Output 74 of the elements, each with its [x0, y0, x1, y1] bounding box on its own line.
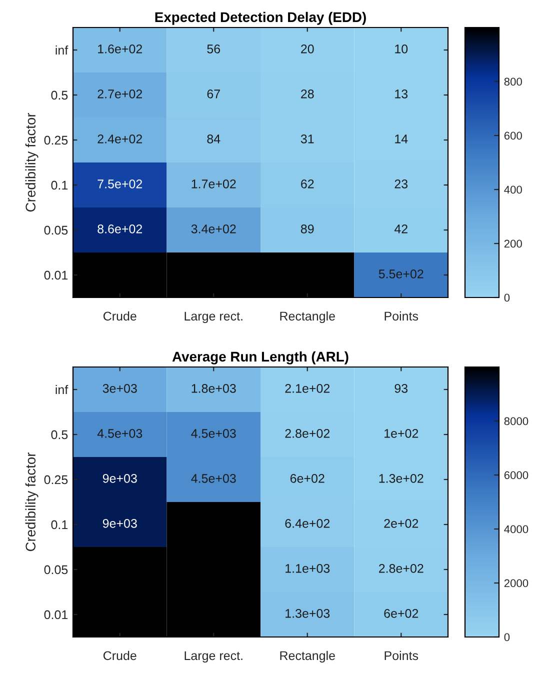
- data-label: 2.8e+02: [378, 564, 424, 573]
- color-bar-label: 2000: [504, 579, 528, 588]
- data-label: 7.5e+02: [98, 180, 142, 188]
- x-tick-label: Rectangle: [280, 650, 335, 663]
- y-tick-label: 0.25: [44, 475, 68, 484]
- data-label: 9e+03: [102, 474, 137, 483]
- data-label: 1.6e+02: [98, 44, 142, 54]
- y-tick-label: inf: [56, 45, 68, 55]
- x-tick-label: Points: [384, 650, 418, 660]
- y-tick-label: 0.01: [44, 270, 68, 280]
- color-bar-label: 600: [504, 132, 522, 140]
- data-label: 6.4e+02: [285, 519, 330, 528]
- y-tick-label: 0.01: [44, 610, 68, 620]
- x-tick-label: Large rect.: [184, 312, 242, 324]
- data-label: 20: [301, 44, 314, 54]
- x-tick-label: Crude: [103, 650, 136, 660]
- y-tick-label: inf: [56, 384, 68, 394]
- y-tick-label: 0.1: [51, 180, 68, 190]
- data-label: 13: [395, 90, 408, 98]
- data-label: 89: [300, 224, 314, 234]
- data-label: 6e+02: [290, 474, 324, 483]
- y-tick-label: 0.25: [44, 136, 68, 145]
- data-label: 1.3e+03: [286, 609, 330, 618]
- data-label: 6e+02: [384, 609, 418, 618]
- color-bar-label: 0: [504, 633, 510, 642]
- y-tick-label: 0.05: [44, 226, 68, 235]
- x-tick-label: Rectangle: [280, 311, 335, 324]
- data-label: 28: [301, 90, 314, 98]
- x-tick-label: Crude: [103, 311, 136, 321]
- data-label: 1.7e+02: [192, 180, 236, 188]
- data-label: 84: [207, 134, 220, 144]
- data-label: 1.1e+03: [286, 564, 330, 573]
- data-label: 67: [207, 90, 220, 98]
- y-tick-label: 0.5: [51, 90, 68, 100]
- data-label: 5.5e+02: [378, 270, 424, 278]
- y-tick-label: 0.05: [44, 565, 68, 574]
- data-label: 4.5e+03: [97, 429, 142, 438]
- data-label: 14: [395, 134, 408, 144]
- data-label: 3.4e+02: [191, 224, 236, 234]
- data-label: 8.6e+02: [98, 224, 142, 234]
- data-label: 9e+03: [102, 519, 137, 528]
- data-label: 1e+02: [384, 429, 418, 438]
- data-label: 4.5e+03: [191, 474, 236, 483]
- y-axis-title: Credibility factor: [25, 112, 38, 212]
- color-bar-label: 4000: [504, 525, 528, 534]
- data-label: 42: [394, 224, 408, 234]
- data-label: 23: [394, 180, 408, 188]
- color-bar-label: 6000: [504, 471, 528, 480]
- data-label: 1.3e+02: [379, 474, 424, 483]
- chart-title: Expected Detection Delay (EDD): [155, 12, 366, 25]
- y-tick-label: 0.1: [51, 520, 68, 530]
- data-label: 93: [394, 384, 408, 393]
- data-label: 2.1e+02: [285, 384, 330, 393]
- data-label: 56: [207, 44, 220, 54]
- data-label: 62: [301, 180, 314, 188]
- color-bar-label: 400: [504, 186, 522, 194]
- color-bar-label: 800: [504, 78, 522, 86]
- data-label: 2.7e+02: [98, 90, 142, 98]
- data-label: 1.8e+03: [192, 384, 236, 393]
- data-label: 31: [300, 134, 314, 144]
- chart-title: Average Run Length (ARL): [172, 351, 348, 364]
- y-tick-label: 0.5: [51, 430, 68, 440]
- data-label: 2.4e+02: [98, 134, 142, 144]
- data-label: 3e+03: [102, 384, 137, 393]
- color-bar-label: 8000: [504, 417, 528, 426]
- x-tick-label: Large rect.: [184, 651, 242, 663]
- y-axis-title: Credibility factor: [25, 452, 38, 552]
- color-bar-label: 0: [504, 294, 510, 302]
- color-bar-label: 200: [504, 240, 522, 248]
- data-label: 10: [395, 44, 408, 54]
- data-label: 2.8e+02: [285, 429, 330, 438]
- data-label: 2e+02: [384, 519, 418, 528]
- x-tick-label: Points: [384, 311, 418, 321]
- data-label: 4.5e+03: [191, 429, 236, 438]
